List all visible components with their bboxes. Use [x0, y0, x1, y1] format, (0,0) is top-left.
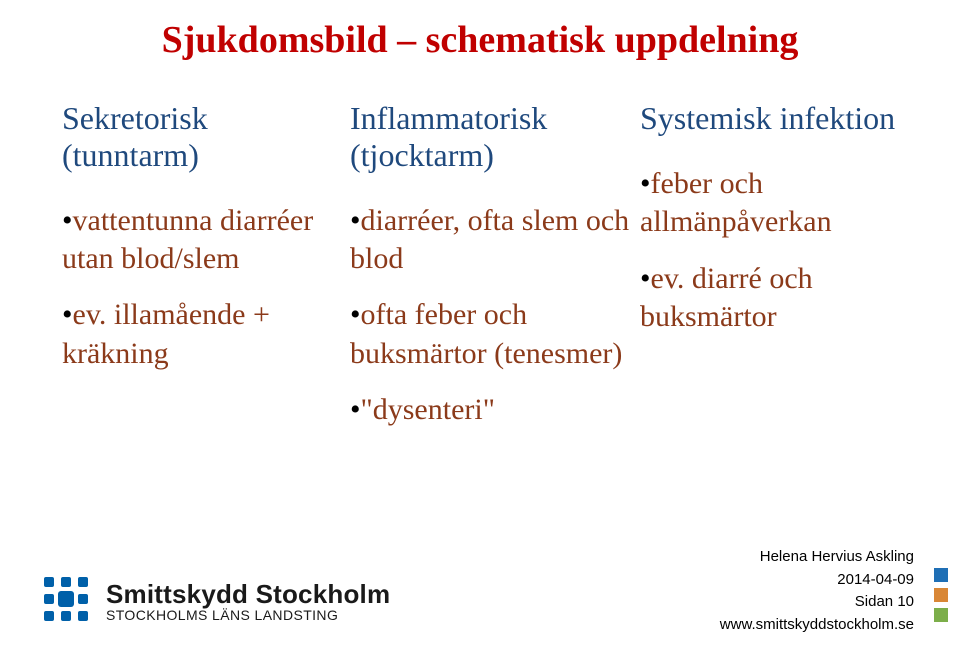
org-subtitle: STOCKHOLMS LÄNS LANDSTING [106, 608, 390, 623]
org-text: Smittskydd Stockholm STOCKHOLMS LÄNS LAN… [106, 581, 390, 623]
column-heading: Systemisk infektion [640, 100, 940, 137]
heading-line1: Inflammatorisk [350, 100, 547, 136]
date-text: 2014-04-09 [720, 569, 914, 592]
heading-line2: (tjocktarm) [350, 137, 494, 173]
footer: Smittskydd Stockholm STOCKHOLMS LÄNS LAN… [0, 554, 960, 646]
bullet-item: •"dysenteri" [350, 391, 630, 429]
column-bullets: •diarréer, ofta slem och blod •ofta febe… [350, 202, 630, 430]
bullet-text: ev. illamående + kräkning [62, 298, 270, 369]
column-bullets: •feber och allmänpåverkan •ev. diarré oc… [640, 165, 940, 337]
bullet-text: ev. diarré och buksmärtor [640, 262, 813, 333]
bullet-text: diarréer, ofta slem och blod [350, 204, 629, 275]
url-text: www.smittskyddstockholm.se [720, 614, 914, 637]
page-text: Sidan 10 [720, 591, 914, 614]
bullet-item: •vattentunna diarréer utan blod/slem [62, 202, 332, 279]
org-block: Smittskydd Stockholm STOCKHOLMS LÄNS LAN… [40, 573, 390, 630]
slide: Sjukdomsbild – schematisk uppdelning Sek… [0, 0, 960, 646]
square-icon [934, 568, 948, 582]
bullet-text: vattentunna diarréer utan blod/slem [62, 204, 313, 275]
column-systemisk: Systemisk infektion •feber och allmänpåv… [640, 100, 940, 354]
column-heading: Inflammatorisk (tjocktarm) [350, 100, 630, 174]
bullet-text: ofta feber och buksmärtor (tenesmer) [350, 298, 622, 369]
slide-title: Sjukdomsbild – schematisk uppdelning [0, 18, 960, 62]
org-name: Smittskydd Stockholm [106, 581, 390, 608]
bullet-text: feber och allmänpåverkan [640, 167, 832, 238]
heading-line1: Systemisk infektion [640, 100, 895, 136]
square-icon [934, 608, 948, 622]
heading-line2: (tunntarm) [62, 137, 199, 173]
bullet-item: •ev. illamående + kräkning [62, 296, 332, 373]
sll-logo-icon [40, 573, 92, 630]
corner-squares-icon [934, 568, 948, 628]
bullet-item: •ofta feber och buksmärtor (tenesmer) [350, 296, 630, 373]
square-icon [934, 588, 948, 602]
bullet-text: "dysenteri" [361, 393, 495, 426]
column-inflammatorisk: Inflammatorisk (tjocktarm) •diarréer, of… [350, 100, 630, 448]
footer-meta: Helena Hervius Askling 2014-04-09 Sidan … [720, 546, 914, 636]
bullet-item: •feber och allmänpåverkan [640, 165, 940, 242]
bullet-item: •ev. diarré och buksmärtor [640, 260, 940, 337]
author-text: Helena Hervius Askling [720, 546, 914, 569]
column-heading: Sekretorisk (tunntarm) [62, 100, 332, 174]
column-sekretorisk: Sekretorisk (tunntarm) •vattentunna diar… [62, 100, 332, 391]
heading-line1: Sekretorisk [62, 100, 208, 136]
bullet-item: •diarréer, ofta slem och blod [350, 202, 630, 279]
column-bullets: •vattentunna diarréer utan blod/slem •ev… [62, 202, 332, 374]
